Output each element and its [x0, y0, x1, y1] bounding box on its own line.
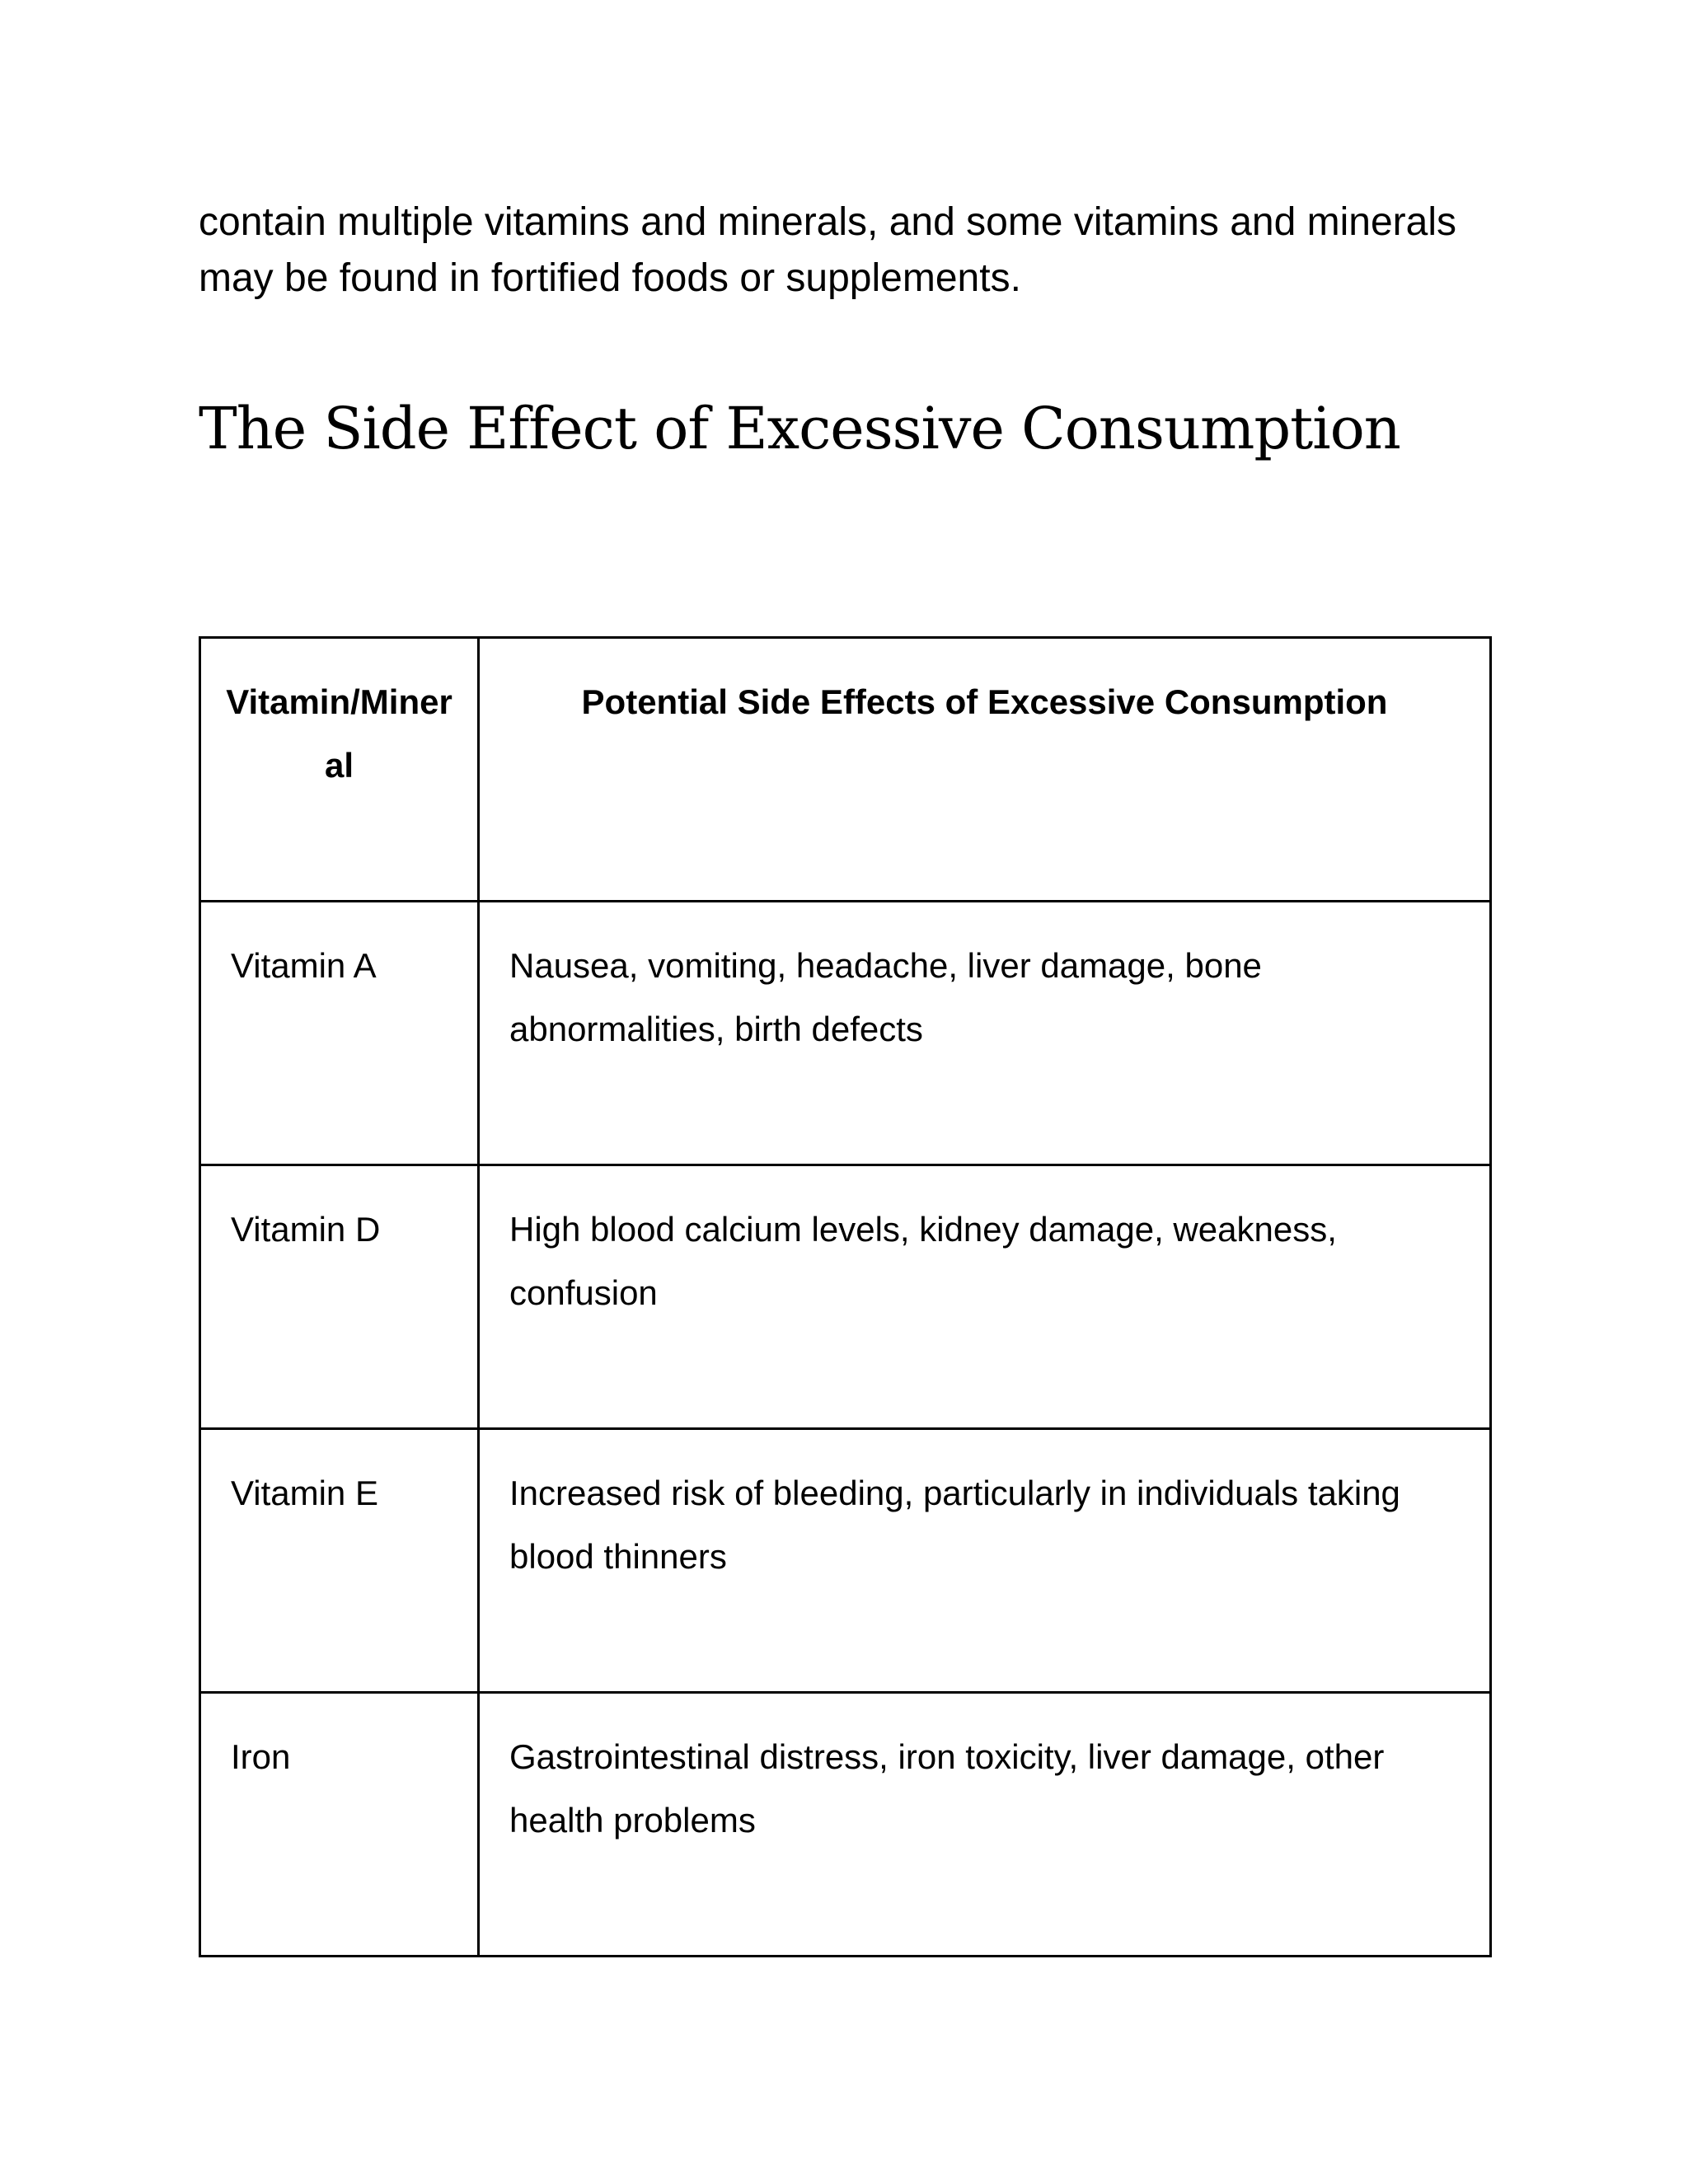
- side-effects-table: Vitamin/Mineral Potential Side Effects o…: [199, 636, 1492, 1957]
- table-row: Iron Gastrointestinal distress, iron tox…: [199, 1691, 1492, 1957]
- effects-cell: Increased risk of bleeding, particularly…: [477, 1427, 1492, 1694]
- table-row: Vitamin A Nausea, vomiting, headache, li…: [199, 900, 1492, 1166]
- intro-paragraph: contain multiple vitamins and minerals, …: [199, 200, 1457, 300]
- section-heading: The Side Effect of Excessive Consumption: [199, 395, 1401, 462]
- table-row: Vitamin E Increased risk of bleeding, pa…: [199, 1427, 1492, 1694]
- header-side-effects: Potential Side Effects of Excessive Cons…: [477, 636, 1492, 902]
- effects-cell: Gastrointestinal distress, iron toxicity…: [477, 1691, 1492, 1957]
- nutrient-cell: Vitamin A: [199, 900, 480, 1166]
- nutrient-cell: Vitamin D: [199, 1164, 480, 1430]
- effects-cell: High blood calcium levels, kidney damage…: [477, 1164, 1492, 1430]
- nutrient-cell: Vitamin E: [199, 1427, 480, 1694]
- table-header-row: Vitamin/Mineral Potential Side Effects o…: [199, 636, 1492, 902]
- nutrient-cell: Iron: [199, 1691, 480, 1957]
- effects-cell: Nausea, vomiting, headache, liver damage…: [477, 900, 1492, 1166]
- header-nutrient: Vitamin/Mineral: [199, 636, 480, 902]
- table-row: Vitamin D High blood calcium levels, kid…: [199, 1164, 1492, 1430]
